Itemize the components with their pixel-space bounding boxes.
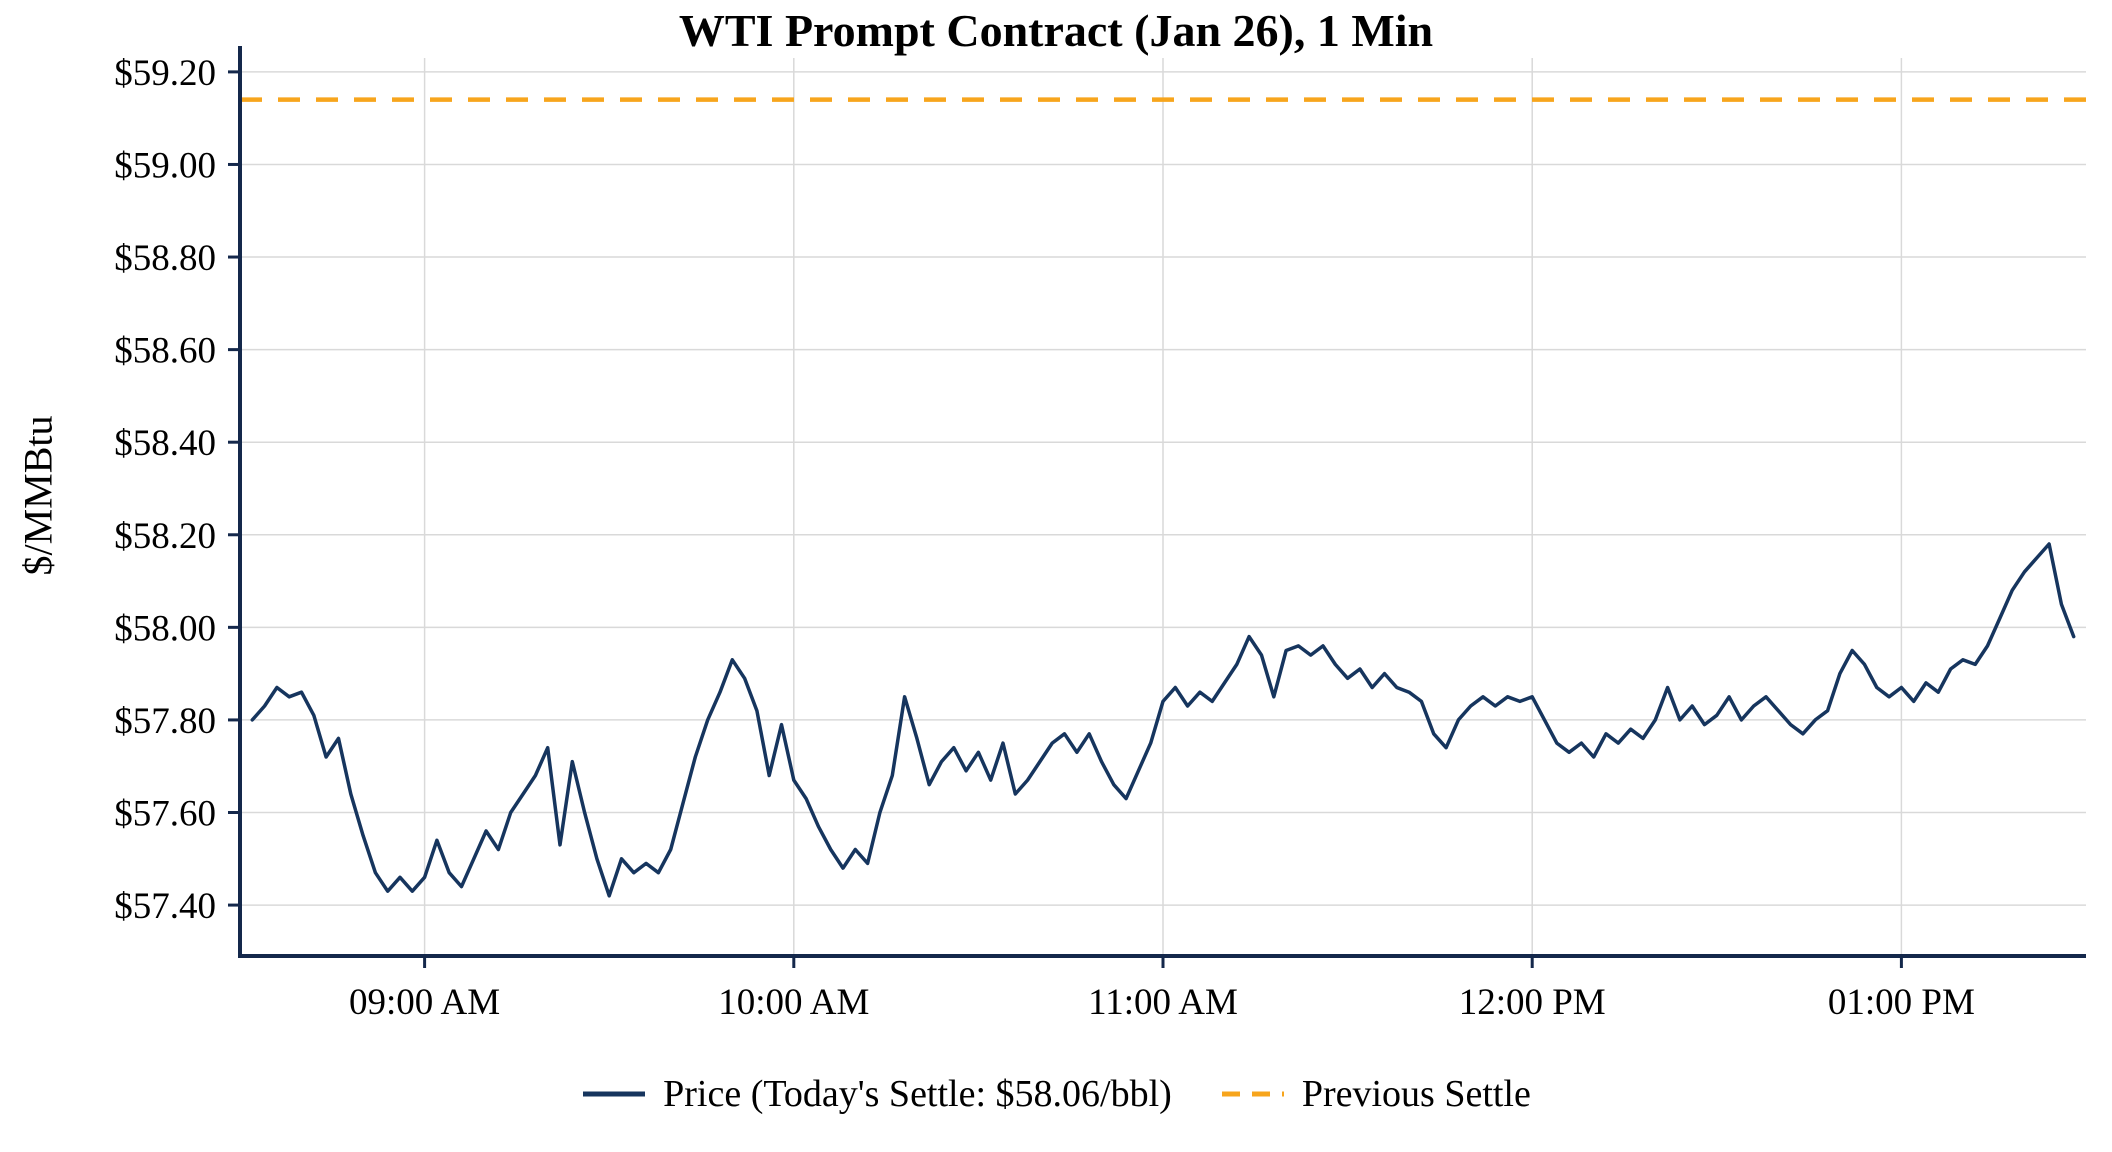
legend-item-price: Price (Today's Settle: $58.06/bbl): [581, 1072, 1172, 1116]
y-tick-label: $58.80: [114, 238, 216, 279]
legend: Price (Today's Settle: $58.06/bbl) Previ…: [0, 1072, 2112, 1116]
x-tick-label: 11:00 AM: [1088, 982, 1238, 1023]
legend-label-price: Price (Today's Settle: $58.06/bbl): [663, 1073, 1172, 1115]
y-tick-label: $59.00: [114, 145, 216, 186]
x-tick-label: 10:00 AM: [718, 982, 869, 1023]
y-tick-label: $59.20: [114, 53, 216, 94]
y-tick-label: $57.80: [114, 701, 216, 742]
chart-title: WTI Prompt Contract (Jan 26), 1 Min: [678, 5, 1434, 56]
x-tick-label: 01:00 PM: [1828, 982, 1975, 1023]
previous-settle-swatch-icon: [1221, 1091, 1284, 1097]
x-tick-label: 09:00 AM: [349, 982, 500, 1023]
y-tick-label: $58.60: [114, 331, 216, 372]
legend-item-previous-settle: Previous Settle: [1220, 1072, 1531, 1116]
price-line: [250, 542, 2076, 898]
legend-label-previous-settle: Previous Settle: [1301, 1073, 1531, 1115]
y-tick-label: $58.40: [114, 423, 216, 464]
y-tick-label: $57.60: [114, 794, 216, 835]
x-tick-label: 12:00 PM: [1459, 982, 1606, 1023]
price-line-swatch-icon: [583, 1091, 646, 1097]
y-tick-label: $58.20: [114, 516, 216, 557]
y-tick-label: $58.00: [114, 608, 216, 649]
y-tick-label: $57.40: [114, 886, 216, 927]
